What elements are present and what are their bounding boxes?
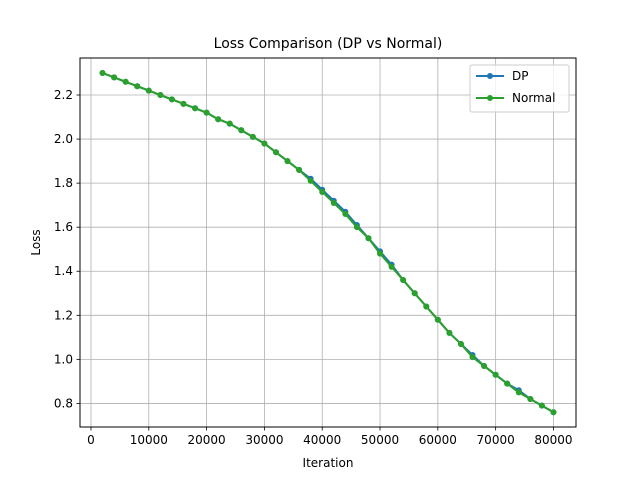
- data-point-normal: [272, 149, 279, 156]
- data-point-normal: [353, 224, 360, 231]
- data-point-normal: [481, 362, 488, 369]
- series-layer: [99, 69, 557, 416]
- x-tick-label: 60000: [419, 433, 457, 447]
- x-tick-label: 20000: [188, 433, 226, 447]
- data-point-normal: [388, 263, 395, 270]
- data-point-normal: [469, 354, 476, 361]
- data-point-normal: [180, 100, 187, 107]
- x-tick-label: 50000: [361, 433, 399, 447]
- legend-marker-normal: [487, 95, 493, 101]
- y-axis: 0.8 1.0 1.2 1.4 1.6 1.8 2.0 2.2: [54, 88, 80, 410]
- grid: [80, 58, 576, 427]
- data-point-normal: [365, 235, 372, 242]
- data-point-normal: [457, 340, 464, 347]
- y-axis-label: Loss: [29, 229, 43, 255]
- series-line-normal: [102, 72, 554, 414]
- x-tick-label: 10000: [130, 433, 168, 447]
- legend-label-normal: Normal: [512, 91, 555, 105]
- data-point-normal: [342, 210, 349, 217]
- legend: DP Normal: [469, 64, 570, 113]
- data-point-normal: [284, 158, 291, 165]
- x-tick-label: 0: [87, 433, 95, 447]
- y-tick-label: 2.0: [54, 132, 73, 146]
- data-point-normal: [515, 389, 522, 396]
- data-point-normal: [400, 277, 407, 284]
- x-axis: 0 10000 20000 30000 40000 50000 60000 70000 8000…: [87, 427, 573, 447]
- data-point-normal: [203, 109, 210, 116]
- data-point-normal: [111, 74, 118, 81]
- data-point-normal: [550, 409, 557, 416]
- data-point-normal: [330, 199, 337, 206]
- data-point-normal: [527, 396, 534, 403]
- data-point-normal: [215, 116, 222, 123]
- data-point-normal: [307, 177, 314, 184]
- data-point-normal: [238, 127, 245, 134]
- data-point-normal: [134, 83, 141, 90]
- x-tick-label: 70000: [477, 433, 515, 447]
- data-point-normal: [296, 166, 303, 173]
- data-point-normal: [319, 188, 326, 195]
- data-point-normal: [434, 316, 441, 323]
- y-tick-label: 1.4: [54, 264, 73, 278]
- data-point-normal: [492, 371, 499, 378]
- y-tick-label: 1.8: [54, 176, 73, 190]
- y-tick-label: 1.6: [54, 220, 73, 234]
- data-point-normal: [192, 105, 199, 112]
- x-tick-label: 40000: [303, 433, 341, 447]
- legend-label-dp: DP: [512, 69, 528, 83]
- data-point-normal: [377, 250, 384, 257]
- y-tick-label: 0.8: [54, 396, 73, 410]
- data-point-normal: [99, 69, 106, 76]
- legend-item-normal: Normal: [476, 91, 555, 105]
- data-point-normal: [423, 303, 430, 310]
- x-axis-label: Iteration: [303, 456, 354, 470]
- x-tick-label: 80000: [534, 433, 572, 447]
- x-tick-label: 30000: [245, 433, 283, 447]
- data-point-normal: [504, 380, 511, 387]
- plot-frame: [79, 57, 577, 428]
- y-tick-label: 1.0: [54, 352, 73, 366]
- y-tick-label: 1.2: [54, 308, 73, 322]
- data-point-normal: [261, 140, 268, 147]
- data-point-normal: [168, 96, 175, 103]
- y-tick-label: 2.2: [54, 88, 73, 102]
- series-normal: [99, 69, 557, 416]
- legend-item-dp: DP: [476, 69, 528, 83]
- data-point-normal: [446, 329, 453, 336]
- data-point-normal: [249, 133, 256, 140]
- data-point-normal: [411, 290, 418, 297]
- legend-marker-dp: [487, 73, 493, 79]
- data-point-normal: [157, 92, 164, 99]
- data-point-normal: [122, 78, 129, 85]
- data-point-normal: [145, 87, 152, 94]
- data-point-normal: [538, 402, 545, 409]
- chart-title: Loss Comparison (DP vs Normal): [214, 36, 443, 52]
- data-point-normal: [226, 120, 233, 127]
